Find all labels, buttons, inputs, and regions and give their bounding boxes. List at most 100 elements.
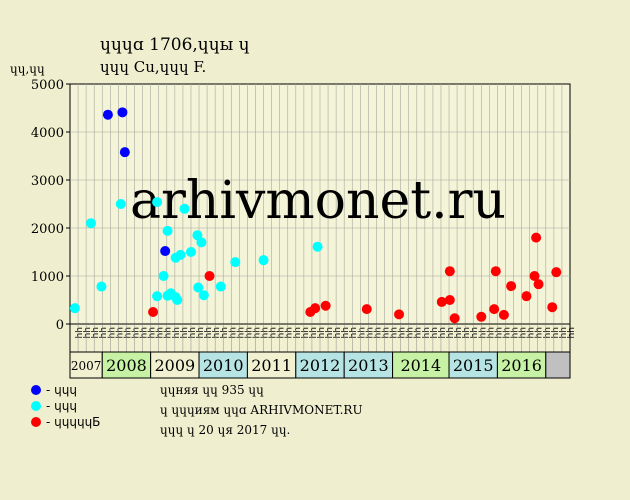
- data-point-red: [320, 300, 331, 311]
- y-axis-unit: ɥɥ,ɥɥ: [10, 62, 45, 76]
- data-point-cyan: [193, 282, 204, 293]
- y-tick-label: 5000: [31, 78, 64, 93]
- note-line1: ɥɥняя ɥɥ 935 ɥɥ: [160, 383, 264, 397]
- data-point-blue: [160, 246, 171, 257]
- legend-marker-red: [31, 417, 41, 427]
- data-point-cyan: [258, 255, 269, 266]
- year-label: 2012: [300, 356, 341, 375]
- x-tick-label: ɥɥ: [566, 327, 576, 338]
- y-axis-ticks: 0 1000 2000 3000 4000 5000: [31, 78, 70, 333]
- data-points: [69, 107, 562, 324]
- year-cell: [101, 351, 152, 379]
- year-label: 2010: [203, 356, 244, 375]
- watermark: arhivmonet.ru: [130, 171, 506, 231]
- x-tick-label: ɥɥ: [114, 327, 124, 338]
- x-tick-label: ɥɥ: [268, 327, 278, 338]
- x-tick-label: ɥɥ: [171, 327, 181, 338]
- x-tick-label: ɥɥ: [98, 327, 108, 338]
- data-point-red: [361, 304, 372, 315]
- x-tick-label: ɥɥ: [437, 327, 447, 338]
- x-tick-label: ɥɥ: [348, 327, 358, 338]
- year-label: 2014: [400, 356, 441, 375]
- x-tick-label: ɥɥ: [510, 327, 520, 338]
- year-label: 2013: [348, 356, 389, 375]
- year-band: 2007 2008 2009 2010 2011 2012 2013 2014 2015 2016: [69, 351, 571, 379]
- y-tick-label: 4000: [31, 126, 64, 141]
- data-point-cyan: [158, 271, 169, 281]
- data-point-cyan: [198, 290, 209, 301]
- x-tick-label: ɥɥ: [276, 327, 286, 338]
- data-point-cyan: [172, 295, 183, 305]
- x-tick-label: ɥɥ: [227, 327, 237, 338]
- data-point-cyan: [185, 247, 196, 257]
- data-point-red: [204, 271, 215, 281]
- data-point-red: [521, 291, 532, 302]
- x-tick-label: ɥɥ: [219, 327, 229, 338]
- data-point-red: [394, 309, 405, 320]
- data-point-cyan: [179, 203, 190, 214]
- x-tick-label: ɥɥ: [332, 327, 342, 338]
- x-tick-label: ɥɥ: [163, 327, 173, 338]
- y-tick-label: 2000: [31, 222, 64, 237]
- x-tick-label: ɥɥ: [477, 327, 487, 338]
- data-point-cyan: [152, 291, 163, 302]
- y-tick-label: 1000: [31, 270, 64, 285]
- legend-marker-cyan: [31, 401, 41, 411]
- x-tick-label: ɥɥ: [187, 327, 197, 338]
- data-point-cyan: [162, 225, 173, 236]
- x-tick-label: ɥɥ: [469, 327, 479, 338]
- x-tick-label: ɥɥ: [550, 327, 560, 338]
- x-tick-label: ɥɥ: [461, 327, 471, 338]
- x-tick-label: ɥɥ: [324, 327, 334, 338]
- data-point-blue: [119, 147, 130, 158]
- data-point-cyan: [85, 218, 96, 229]
- x-tick-label: ɥɥ: [316, 327, 326, 338]
- year-cell: [343, 351, 394, 379]
- data-point-red: [498, 309, 509, 320]
- x-tick-label: ɥɥ: [195, 327, 205, 338]
- data-point-red: [489, 304, 500, 315]
- legend: - ɥɥɥ - ɥɥɥ - ɥɥɥɥɥБ: [31, 383, 100, 429]
- x-tick-label: ɥɥ: [421, 327, 431, 338]
- x-tick-label: ɥɥ: [397, 327, 407, 338]
- x-tick-label: ɥɥ: [284, 327, 294, 338]
- x-tick-label: ɥɥ: [453, 327, 463, 338]
- data-point-cyan: [69, 303, 80, 314]
- data-point-red: [533, 279, 544, 290]
- data-point-cyan: [215, 281, 226, 292]
- data-point-cyan: [152, 197, 163, 208]
- year-cell: [448, 351, 498, 379]
- x-tick-label: ɥɥ: [203, 327, 213, 338]
- x-tick-label: ɥɥ: [380, 327, 390, 338]
- x-tick-label: ɥɥ: [485, 327, 495, 338]
- x-tick-label: ɥɥ: [147, 327, 157, 338]
- x-tick-label: ɥɥ: [364, 327, 374, 338]
- data-point-cyan: [196, 237, 207, 248]
- x-tick-label: ɥɥ: [90, 327, 100, 338]
- year-cell: [295, 351, 345, 379]
- data-point-red: [531, 232, 542, 243]
- year-label: 2016: [501, 356, 542, 375]
- x-tick-label: ɥɥ: [405, 327, 415, 338]
- year-label: 2007: [71, 359, 102, 373]
- data-point-red: [436, 296, 447, 307]
- x-tick-label: ɥɥ: [389, 327, 399, 338]
- data-point-cyan: [115, 199, 126, 209]
- data-point-red: [529, 271, 540, 281]
- data-point-cyan: [230, 257, 241, 268]
- x-tick-label: ɥɥ: [308, 327, 318, 338]
- year-label: 2011: [251, 356, 292, 375]
- x-tick-label: ɥɥ: [501, 327, 511, 338]
- year-cell: [545, 351, 571, 379]
- data-point-cyan: [175, 249, 186, 260]
- x-tick-label: ɥɥ: [251, 327, 261, 338]
- x-tick-label: ɥɥ: [179, 327, 189, 338]
- x-tick-label: ɥɥ: [235, 327, 245, 338]
- notes: ɥɥняя ɥɥ 935 ɥɥ ɥ ɥɥɥиям ɥɥɑ ARHIVMONET.…: [160, 383, 363, 437]
- x-tick-label: ɥɥ: [542, 327, 552, 338]
- legend-marker-blue: [31, 385, 41, 395]
- chart-title-line2: ɥɥɥ Cu,ɥɥɥ F.: [100, 58, 206, 76]
- x-tick-label: ɥɥ: [74, 327, 84, 338]
- chart-title-line1: ɥɥɥɑ 1706,ɥɥы ɥ: [100, 35, 250, 55]
